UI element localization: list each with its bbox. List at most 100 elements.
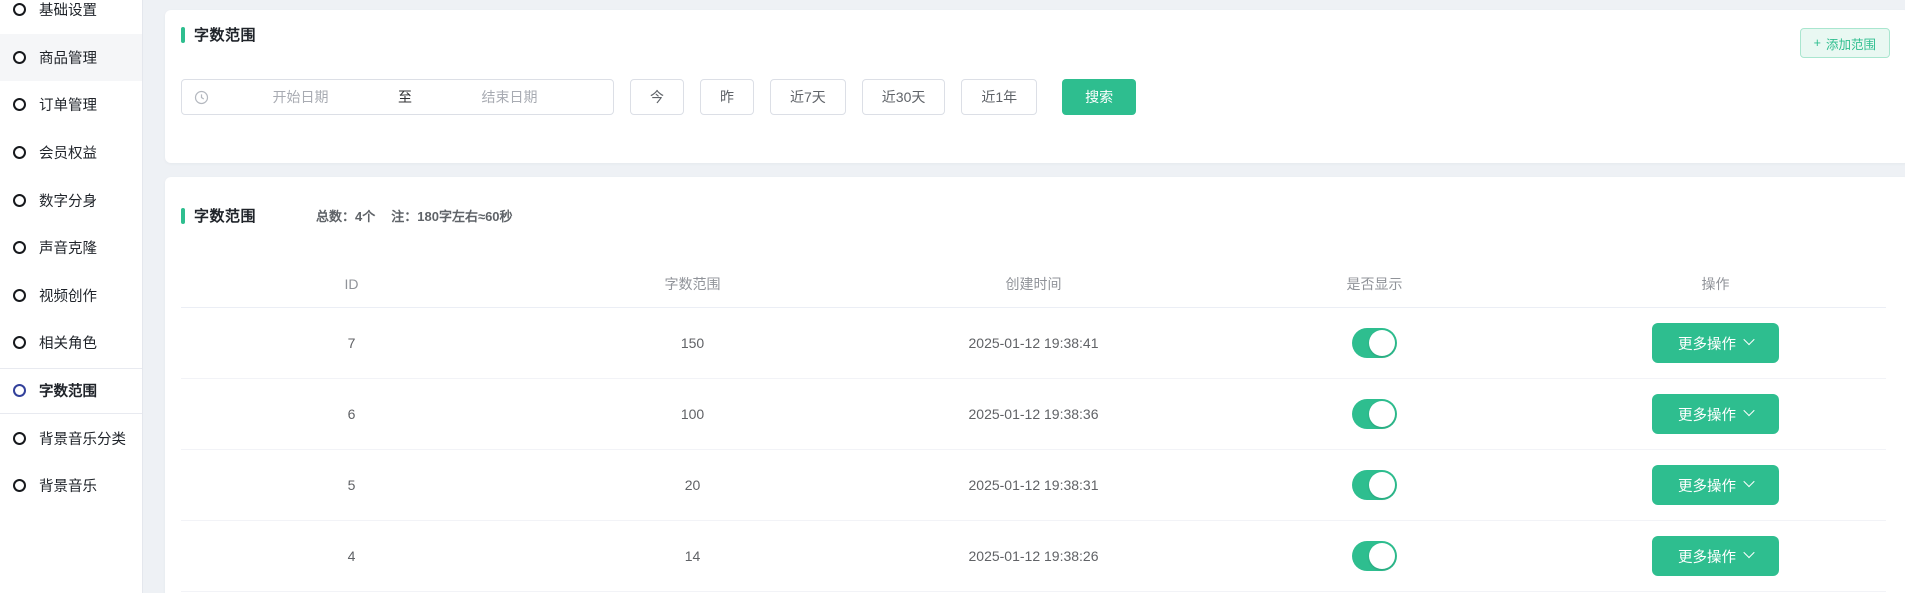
table-row: 6 100 2025-01-12 19:38:36 更多操作 <box>181 379 1886 450</box>
toggle-knob-icon <box>1369 543 1395 569</box>
chevron-down-icon <box>1743 546 1755 559</box>
radio-circle-icon <box>13 50 26 64</box>
cell-visibility <box>1204 470 1545 500</box>
clock-icon <box>194 90 209 104</box>
sidebar-item[interactable]: 背景音乐分类 <box>0 414 142 462</box>
radio-circle-icon <box>13 431 26 445</box>
toggle-knob-icon <box>1369 401 1395 427</box>
quick-range-label: 近30天 <box>881 89 926 105</box>
quick-range-button[interactable]: 近30天 <box>861 79 946 115</box>
cell-created-time: 2025-01-12 19:38:41 <box>968 335 1099 351</box>
sidebar-item-label: 声音克隆 <box>39 241 97 258</box>
cell-id: 4 <box>347 548 356 564</box>
main-content: 字数范围 + 添加范围 开始日期 至 结束日期 今 <box>165 0 1905 593</box>
table-header-cell: 是否显示 <box>1346 275 1403 292</box>
end-date-placeholder[interactable]: 结束日期 <box>481 89 538 105</box>
quick-range-label: 今 <box>650 89 664 105</box>
title-accent-bar <box>181 26 185 43</box>
table-card-title: 字数范围 <box>194 208 257 225</box>
more-actions-button[interactable]: 更多操作 <box>1652 536 1779 576</box>
more-actions-button[interactable]: 更多操作 <box>1652 394 1779 434</box>
cell-created-time: 2025-01-12 19:38:31 <box>968 477 1099 493</box>
table-header-cell: 操作 <box>1701 275 1730 292</box>
quick-range-buttons: 今 昨 近7天 近30天 近1年 <box>614 79 1038 115</box>
sidebar-item-label: 会员权益 <box>39 146 97 163</box>
search-button[interactable]: 搜索 <box>1062 79 1137 115</box>
table-row: 4 14 2025-01-12 19:38:26 更多操作 <box>181 521 1886 592</box>
visibility-toggle[interactable] <box>1352 541 1397 571</box>
table-header-cell: 字数范围 <box>664 275 721 292</box>
title-accent-bar <box>181 207 185 224</box>
cell-actions: 更多操作 <box>1545 323 1886 363</box>
radio-circle-icon <box>13 384 26 398</box>
radio-circle-icon <box>13 241 26 255</box>
summary-total: 总数：4个 <box>316 209 376 224</box>
visibility-toggle[interactable] <box>1352 399 1397 429</box>
quick-range-button[interactable]: 近1年 <box>961 79 1038 115</box>
chevron-down-icon <box>1743 404 1755 417</box>
filter-card-header: 字数范围 <box>181 24 1890 45</box>
start-date-placeholder[interactable]: 开始日期 <box>272 89 329 105</box>
radio-circle-icon <box>13 479 26 493</box>
cell-id: 7 <box>347 335 356 351</box>
sidebar: 基础设置 商品管理 订单管理 会员权益 数字分身 <box>0 0 143 593</box>
sidebar-item[interactable]: 声音克隆 <box>0 224 142 272</box>
chevron-down-icon <box>1743 475 1755 488</box>
more-actions-label: 更多操作 <box>1678 336 1736 353</box>
quick-range-button[interactable]: 昨 <box>700 79 754 115</box>
cell-visibility <box>1204 541 1545 571</box>
quick-range-button[interactable]: 今 <box>630 79 684 115</box>
date-range-picker[interactable]: 开始日期 至 结束日期 <box>181 79 614 115</box>
quick-range-button[interactable]: 近7天 <box>770 79 846 115</box>
sidebar-item[interactable]: 字数范围 <box>0 367 142 414</box>
date-separator: 至 <box>398 89 412 105</box>
visibility-toggle[interactable] <box>1352 328 1397 358</box>
cell-actions: 更多操作 <box>1545 394 1886 434</box>
filter-row: 开始日期 至 结束日期 今 昨 近7天 <box>181 79 1890 115</box>
cell-actions: 更多操作 <box>1545 465 1886 505</box>
sidebar-item-label: 背景音乐 <box>39 479 97 496</box>
radio-circle-icon <box>13 146 26 160</box>
sidebar-item[interactable]: 会员权益 <box>0 129 142 177</box>
cell-word-range: 20 <box>684 477 701 493</box>
filter-card: 字数范围 + 添加范围 开始日期 至 结束日期 今 <box>165 10 1905 163</box>
cell-word-range: 150 <box>680 335 705 351</box>
cell-created-time: 2025-01-12 19:38:26 <box>968 548 1099 564</box>
more-actions-label: 更多操作 <box>1678 407 1736 424</box>
cell-id: 5 <box>347 477 356 493</box>
sidebar-item[interactable]: 基础设置 <box>0 0 142 34</box>
sidebar-item[interactable]: 相关角色 <box>0 319 142 367</box>
sidebar-item[interactable]: 订单管理 <box>0 81 142 129</box>
visibility-toggle[interactable] <box>1352 470 1397 500</box>
cell-created-time: 2025-01-12 19:38:36 <box>968 406 1099 422</box>
table-header-cell: 创建时间 <box>1005 275 1062 292</box>
sidebar-menu: 基础设置 商品管理 订单管理 会员权益 数字分身 <box>0 0 142 510</box>
ranges-table: ID 字数范围 创建时间 是否显示 操作 7 150 2025-01-12 19… <box>181 260 1886 592</box>
cell-visibility <box>1204 399 1545 429</box>
cell-id: 6 <box>347 406 356 422</box>
radio-circle-icon <box>13 336 26 350</box>
sidebar-item[interactable]: 背景音乐 <box>0 462 142 510</box>
search-button-label: 搜索 <box>1085 89 1114 105</box>
more-actions-button[interactable]: 更多操作 <box>1652 465 1779 505</box>
plus-icon: + <box>1813 36 1821 50</box>
sidebar-item[interactable]: 商品管理 <box>0 33 142 82</box>
cell-actions: 更多操作 <box>1545 536 1886 576</box>
add-range-button[interactable]: + 添加范围 <box>1799 28 1890 58</box>
table-header-cell: ID <box>344 275 359 292</box>
cell-visibility <box>1204 328 1545 358</box>
quick-range-label: 近7天 <box>790 89 826 105</box>
more-actions-button[interactable]: 更多操作 <box>1652 323 1779 363</box>
sidebar-item-label: 背景音乐分类 <box>39 431 126 448</box>
radio-circle-icon <box>13 3 26 17</box>
radio-circle-icon <box>13 288 26 302</box>
sidebar-item[interactable]: 视频创作 <box>0 272 142 320</box>
add-range-label: 添加范围 <box>1825 37 1876 52</box>
sidebar-item[interactable]: 数字分身 <box>0 176 142 224</box>
radio-circle-icon <box>13 98 26 112</box>
summary-note: 注：180字左右≈60秒 <box>391 209 513 224</box>
table-header-row: ID 字数范围 创建时间 是否显示 操作 <box>181 260 1886 308</box>
sidebar-item-label: 商品管理 <box>39 50 97 67</box>
table-row: 7 150 2025-01-12 19:38:41 更多操作 <box>181 308 1886 379</box>
sidebar-item-label: 字数范围 <box>39 384 97 401</box>
